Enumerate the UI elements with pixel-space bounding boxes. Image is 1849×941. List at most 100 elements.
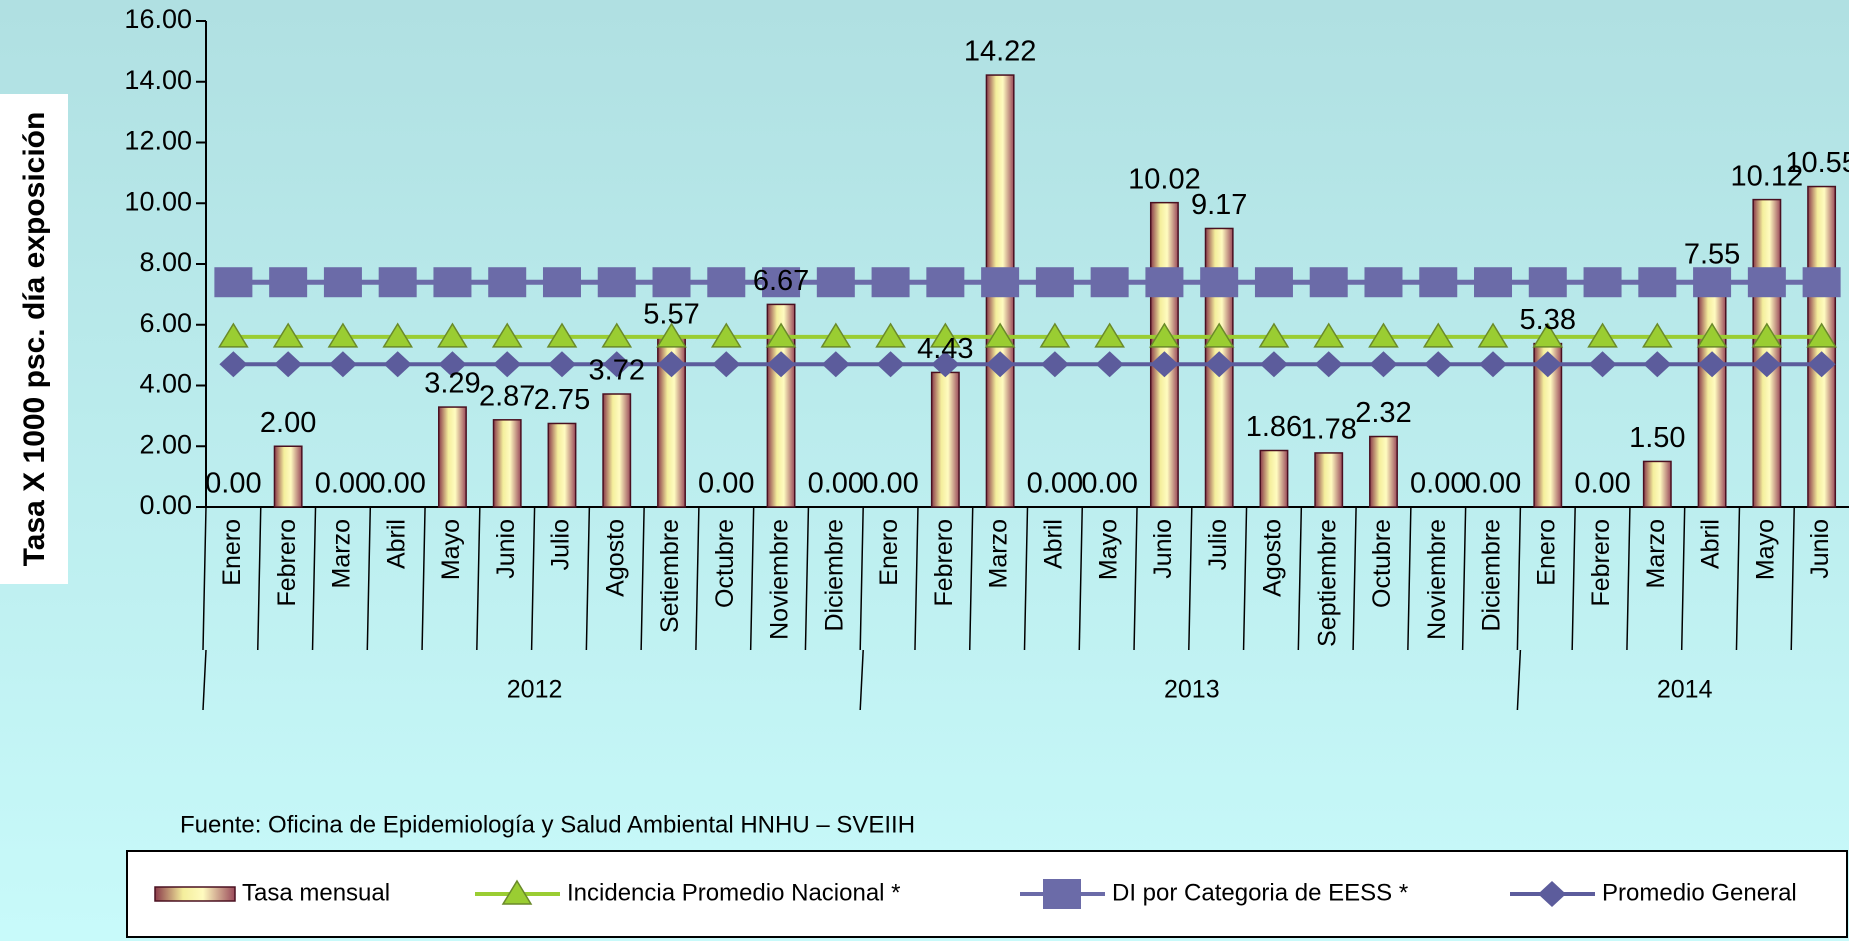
marker — [1200, 267, 1239, 298]
marker — [1752, 351, 1781, 378]
y-tick-label: 14.00 — [124, 65, 192, 95]
marker — [1638, 267, 1677, 298]
legend-marker — [1043, 879, 1081, 909]
group-separator — [202, 649, 207, 711]
category-separator — [1461, 506, 1467, 651]
marker — [601, 322, 633, 348]
bar — [492, 419, 522, 508]
marker — [821, 351, 850, 378]
marker — [657, 351, 686, 378]
category-separator — [804, 506, 810, 651]
value-label: 1.78 — [1300, 414, 1356, 446]
marker — [1698, 351, 1727, 378]
marker — [219, 351, 248, 378]
value-label: 2.75 — [534, 384, 590, 416]
y-tick-label: 10.00 — [124, 186, 192, 216]
marker — [328, 351, 357, 378]
category-separator — [1735, 506, 1741, 651]
marker — [1477, 322, 1509, 348]
value-label: 1.50 — [1629, 422, 1685, 454]
marker — [816, 267, 855, 298]
marker — [1040, 351, 1069, 378]
value-label: 0.00 — [205, 468, 261, 500]
category-separator — [1242, 506, 1248, 651]
y-tick-label: 4.00 — [139, 369, 192, 399]
marker — [327, 322, 359, 348]
marker — [438, 351, 467, 378]
marker — [1422, 322, 1454, 348]
marker — [546, 322, 578, 348]
marker — [1587, 322, 1618, 348]
category-separator — [311, 506, 317, 651]
value-label: 0.00 — [369, 468, 425, 500]
marker — [272, 322, 304, 348]
category-separator — [476, 506, 481, 651]
marker — [547, 351, 576, 378]
value-label: 0.00 — [1574, 468, 1630, 500]
marker — [383, 351, 412, 378]
x-tick-label: Marzo — [328, 519, 356, 588]
value-label: 4.43 — [917, 333, 973, 365]
y-tick-label: 16.00 — [124, 4, 192, 34]
marker — [382, 322, 414, 348]
category-separator — [530, 506, 536, 651]
x-tick-label: Abril — [1697, 519, 1725, 569]
category-separator — [749, 506, 755, 651]
marker — [984, 322, 1016, 348]
x-tick-label: Febrero — [930, 519, 958, 607]
value-label: 2.32 — [1355, 397, 1411, 429]
marker — [1039, 322, 1071, 348]
group-label: 2012 — [507, 676, 563, 704]
marker — [1095, 351, 1124, 378]
value-label: 0.00 — [1081, 468, 1137, 500]
marker — [1313, 322, 1345, 348]
category-separator — [1626, 506, 1631, 651]
y-tick-label: 0.00 — [139, 490, 192, 520]
category-separator — [1680, 506, 1686, 651]
marker — [1424, 351, 1453, 378]
marker — [1751, 322, 1783, 348]
value-label: 3.29 — [424, 368, 480, 400]
marker — [876, 351, 905, 378]
marker — [652, 267, 691, 298]
category-separator — [914, 506, 919, 651]
x-tick-label: Mayo — [1094, 519, 1122, 580]
marker — [931, 351, 960, 378]
value-label: 0.00 — [1465, 468, 1521, 500]
bar — [602, 393, 632, 508]
marker — [1532, 322, 1564, 348]
marker — [710, 322, 742, 348]
x-tick-label: Diciembre — [1478, 519, 1506, 632]
category-separator — [1407, 506, 1412, 651]
bar — [438, 406, 467, 508]
value-label: 1.86 — [1246, 411, 1302, 443]
marker — [930, 322, 961, 348]
marker — [820, 322, 852, 348]
x-tick-label: Febrero — [273, 519, 301, 607]
x-tick-label: Octubre — [711, 519, 739, 608]
legend-label: Tasa mensual — [242, 879, 390, 906]
category-separator — [366, 506, 372, 651]
value-label: 5.38 — [1520, 304, 1576, 336]
marker — [871, 267, 910, 298]
marker — [602, 351, 631, 378]
category-separator — [1023, 506, 1029, 651]
marker — [1203, 322, 1235, 348]
y-tick-label: 8.00 — [139, 247, 192, 277]
category-separator — [1078, 506, 1084, 651]
x-tick-label: Junio — [1149, 519, 1177, 579]
legend-label: Promedio General — [1602, 879, 1797, 906]
marker — [378, 267, 417, 298]
marker — [1583, 267, 1622, 298]
marker — [875, 322, 906, 348]
y-tick-label: 6.00 — [139, 308, 192, 338]
x-tick-label: Septiembre — [1313, 519, 1341, 647]
x-tick-label: Enero — [218, 519, 246, 586]
x-tick-label: Enero — [1532, 519, 1560, 586]
marker — [1258, 322, 1290, 348]
marker — [433, 267, 472, 298]
value-label: 3.72 — [589, 355, 645, 387]
marker — [1747, 267, 1786, 298]
value-label: 10.02 — [1128, 163, 1201, 195]
